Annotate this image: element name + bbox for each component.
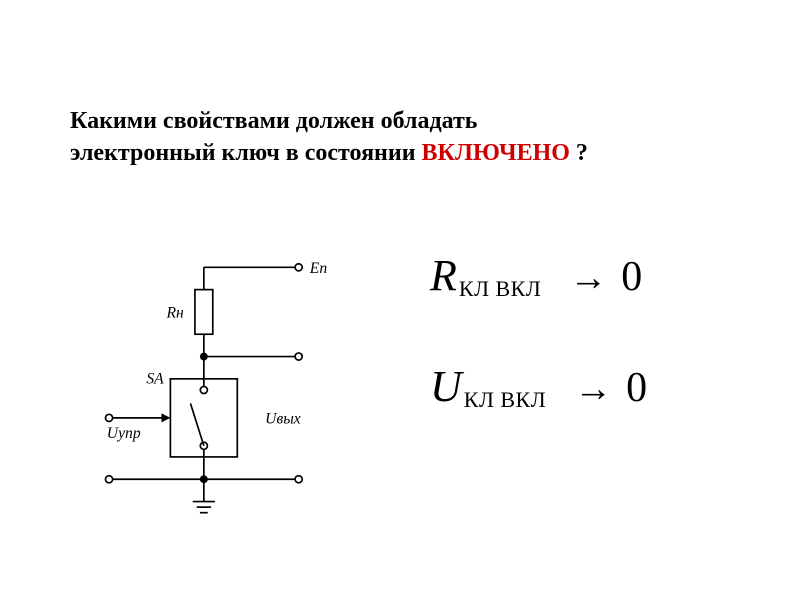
formula-symbol: R [430, 250, 457, 301]
question-highlight: ВКЛЮЧЕНО [422, 140, 570, 166]
formula-row-0: R КЛ ВКЛ → 0 [430, 250, 760, 301]
svg-text:Eп: Eп [309, 260, 328, 277]
formulas-block: R КЛ ВКЛ → 0 U КЛ ВКЛ → 0 [430, 250, 760, 472]
formula-sub: КЛ ВКЛ [464, 387, 546, 413]
svg-text:Uупр: Uупр [107, 425, 141, 442]
arrow-icon: → [569, 256, 607, 300]
circuit-svg: Eп Rн SA Uвых Uупр [85, 245, 345, 535]
arrow-icon: → [574, 367, 612, 411]
formula-row-1: U КЛ ВКЛ → 0 [430, 361, 760, 412]
question-line2-post: ? [570, 140, 588, 166]
svg-text:Rн: Rн [165, 305, 184, 322]
formula-sub: КЛ ВКЛ [459, 276, 541, 302]
formula-symbol: U [430, 361, 462, 412]
question-text: Какими свойствами должен обладать электр… [70, 105, 710, 170]
formula-target: 0 [621, 253, 642, 301]
page: Какими свойствами должен обладать электр… [0, 0, 800, 600]
svg-text:SA: SA [146, 370, 164, 387]
question-line2-pre: электронный ключ в состоянии [70, 140, 422, 166]
circuit-diagram: Eп Rн SA Uвых Uупр [85, 245, 345, 535]
question-line1: Какими свойствами должен обладать [70, 108, 478, 134]
formula-target: 0 [626, 364, 647, 412]
svg-text:Uвых: Uвых [265, 410, 301, 427]
